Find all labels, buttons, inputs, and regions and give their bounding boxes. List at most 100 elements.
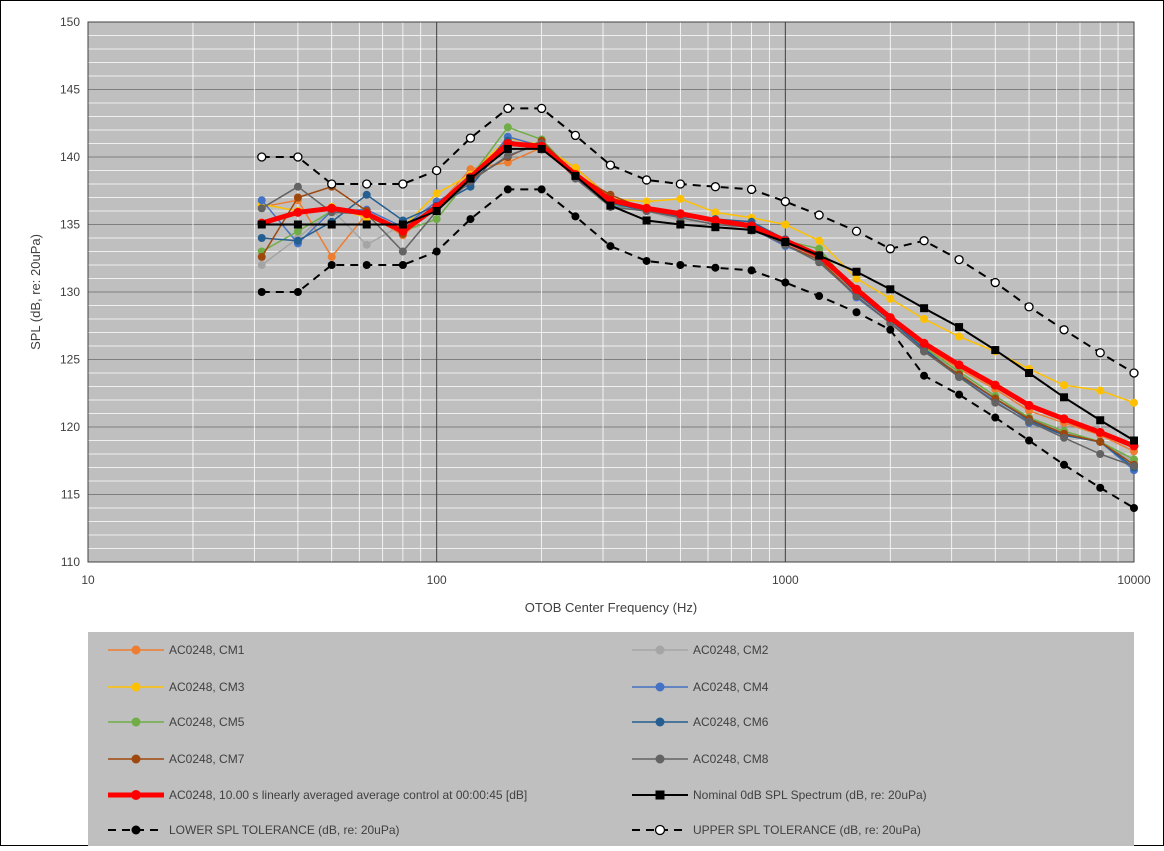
x-tick-label: 100 <box>427 573 447 587</box>
series-marker-dot <box>1130 504 1138 512</box>
series-marker-dot <box>955 373 964 382</box>
series-marker-dot <box>131 682 141 692</box>
series-12 <box>257 103 1139 378</box>
series-marker-dot <box>257 204 266 213</box>
series-marker-square <box>537 144 546 153</box>
series-marker-dot <box>990 380 1000 390</box>
x-tick-labels: 10 100 1000 10000 <box>81 573 1151 587</box>
y-tick-labels: 110 115 120 125 130 135 140 145 150 <box>60 15 80 569</box>
series-line <box>261 107 1135 374</box>
series-marker-square <box>293 220 302 229</box>
series-marker-square <box>327 220 336 229</box>
legend-box <box>88 632 1134 846</box>
series-marker-dot <box>781 220 790 229</box>
series-marker-dot <box>655 682 665 692</box>
series-marker-ring <box>570 130 581 141</box>
y-tick-label: 120 <box>60 420 80 434</box>
series-marker-dot <box>1096 450 1105 458</box>
series-marker-dot <box>293 236 302 245</box>
series-marker-dot <box>955 390 964 399</box>
y-tick-label: 145 <box>60 83 80 97</box>
series-marker-dot <box>919 338 929 348</box>
legend-label: AC0248, CM5 <box>169 715 245 729</box>
series-marker-dot <box>362 190 371 199</box>
series-marker-ring <box>851 226 862 236</box>
series-line <box>261 188 1135 509</box>
series-marker-ring <box>605 160 616 170</box>
series-marker-square <box>257 220 266 229</box>
series-marker-dot <box>503 185 512 194</box>
legend: AC0248, CM1 AC0248, CM2 AC0248, CM3 AC0248,… <box>108 643 927 837</box>
series-marker-square <box>920 304 929 313</box>
series-marker-square <box>955 323 964 332</box>
series-marker-dot <box>131 825 141 835</box>
legend-label: UPPER SPL TOLERANCE (dB, re: 20uPa) <box>693 823 921 837</box>
series-marker-dot <box>293 207 303 217</box>
x-axis-label: OTOB Center Frequency (Hz) <box>525 600 697 615</box>
series-marker-dot <box>655 754 665 764</box>
series-marker-dot <box>747 266 756 275</box>
series-marker-square <box>815 251 824 260</box>
series-marker-dot <box>571 212 580 221</box>
series-marker-dot <box>676 194 685 203</box>
series-marker-square <box>466 174 475 183</box>
series-marker-dot <box>852 308 861 317</box>
series-marker-dot <box>293 227 302 236</box>
series-marker-ring <box>503 103 513 114</box>
series-marker-dot <box>1096 437 1105 446</box>
y-axis-label: SPL (dB, re: 20uPa) <box>28 234 43 350</box>
x-tick-label: 1000 <box>772 573 799 587</box>
legend-label: AC0248, CM4 <box>693 680 769 694</box>
series-marker-ring <box>432 165 442 176</box>
series-marker-dot <box>606 242 615 251</box>
series-marker-ring <box>814 210 824 220</box>
series-marker-dot <box>362 209 372 219</box>
y-tick-label: 125 <box>60 353 80 367</box>
series-marker-square <box>655 790 665 800</box>
series-marker-dot <box>991 398 1000 407</box>
y-tick-label: 150 <box>60 15 80 29</box>
series-marker-dot <box>432 189 441 198</box>
series-marker-dot <box>955 332 964 341</box>
series-marker-square <box>676 220 685 229</box>
series-marker-square <box>781 238 790 247</box>
series-11 <box>257 185 1138 512</box>
series-marker-dot <box>991 413 1000 422</box>
series-marker-dot <box>1059 414 1069 424</box>
y-tick-label: 130 <box>60 285 80 299</box>
series-marker-dot <box>675 209 685 219</box>
x-tick-label: 10000 <box>1117 573 1151 587</box>
series-marker-square <box>642 216 651 225</box>
series-marker-dot <box>815 236 824 245</box>
legend-item: AC0248, CM3 <box>108 680 245 694</box>
series-marker-dot <box>885 313 895 323</box>
series-marker-dot <box>257 196 266 205</box>
series-marker-ring <box>919 236 929 246</box>
series-marker-dot <box>886 325 895 334</box>
series-layer <box>257 103 1139 512</box>
series-marker-dot <box>327 261 336 269</box>
series-marker-ring <box>536 103 547 114</box>
series-marker-dot <box>432 247 441 256</box>
series-marker-dot <box>815 292 824 301</box>
series-marker-ring <box>654 824 666 836</box>
series-marker-ring <box>362 179 372 189</box>
series-marker-dot <box>852 274 861 283</box>
series-marker-dot <box>432 215 441 224</box>
series-marker-square <box>711 223 720 232</box>
series-marker-dot <box>131 754 141 764</box>
series-marker-dot <box>781 278 790 287</box>
series-marker-dot <box>131 645 141 655</box>
series-line <box>261 147 1135 442</box>
series-marker-dot <box>293 193 302 202</box>
series-marker-dot <box>293 288 302 296</box>
y-tick-label: 110 <box>61 555 80 569</box>
series-marker-dot <box>642 203 652 213</box>
series-marker-ring <box>641 175 652 185</box>
legend-label: AC0248, CM7 <box>169 752 245 766</box>
series-marker-dot <box>1095 427 1105 437</box>
legend-item: AC0248, CM2 <box>632 643 769 657</box>
legend-label: AC0248, CM6 <box>693 715 769 729</box>
series-marker-ring <box>885 244 895 254</box>
